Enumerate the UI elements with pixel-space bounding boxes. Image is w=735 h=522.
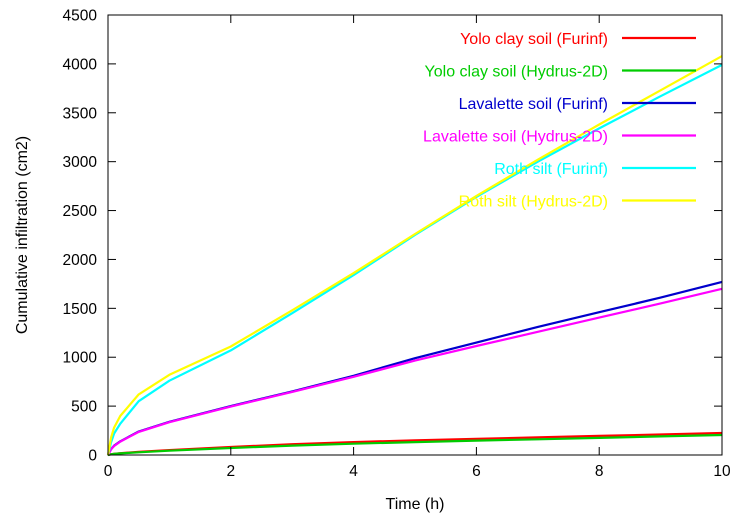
x-tick-label: 0 bbox=[104, 463, 113, 480]
y-tick-label: 0 bbox=[88, 448, 97, 465]
x-tick-label: 6 bbox=[472, 463, 481, 480]
legend-label-3: Lavalette soil (Furinf) bbox=[459, 96, 608, 113]
y-tick-label: 1000 bbox=[63, 350, 98, 367]
x-tick-label: 2 bbox=[226, 463, 235, 480]
y-tick-label: 4000 bbox=[63, 56, 98, 73]
ticks-layer: 0 2 4 6 8 10 0 500 1000 1500 2000 2500 3000 3500 4000 4… bbox=[63, 8, 731, 481]
x-tick-label: 10 bbox=[713, 463, 731, 480]
series-layer bbox=[106, 55, 723, 457]
series-line-6 bbox=[106, 55, 723, 456]
legend-label-2: Yolo clay soil (Hydrus-2D) bbox=[425, 64, 608, 81]
y-tick-label: 500 bbox=[71, 399, 97, 416]
y-tick-label: 2000 bbox=[63, 252, 98, 269]
y-axis-label: Cumulative infiltration (cm2) bbox=[14, 136, 31, 334]
x-tick-label: 8 bbox=[595, 463, 604, 480]
legend: Yolo clay soil (Furinf) Yolo clay soil (H… bbox=[423, 31, 696, 211]
y-tick-label: 3500 bbox=[63, 105, 98, 122]
legend-label-4: Lavalette soil (Hydrus-2D) bbox=[423, 129, 608, 146]
y-tick-label: 3000 bbox=[63, 154, 98, 171]
series-line-2 bbox=[107, 433, 723, 457]
plot-frame bbox=[107, 14, 723, 456]
series-line-5 bbox=[106, 63, 723, 456]
series-line-3 bbox=[107, 280, 723, 456]
x-axis-label: Time (h) bbox=[386, 496, 445, 513]
legend-label-1: Yolo clay soil (Furinf) bbox=[460, 31, 608, 48]
x-tick-label: 4 bbox=[349, 463, 358, 480]
y-tick-label: 4500 bbox=[63, 8, 98, 25]
y-tick-label: 2500 bbox=[63, 203, 98, 220]
series-line-4 bbox=[107, 287, 723, 456]
legend-label-5: Roth silt (Furinf) bbox=[494, 161, 608, 178]
y-tick-label: 1500 bbox=[63, 301, 98, 318]
legend-label-6: Roth silt (Hydrus-2D) bbox=[459, 194, 608, 211]
